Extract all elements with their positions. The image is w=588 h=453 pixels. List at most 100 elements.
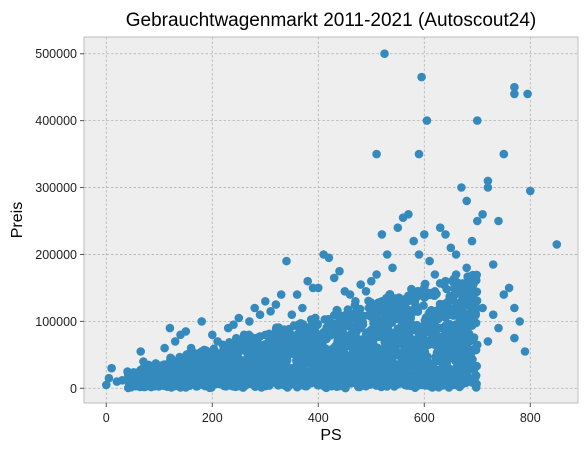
scatter-point xyxy=(451,270,461,279)
scatter-point xyxy=(356,323,366,333)
scatter-point xyxy=(420,361,429,371)
y-axis-label: Preis xyxy=(9,202,26,238)
scatter-point xyxy=(414,330,424,340)
scatter-point xyxy=(458,342,468,351)
scatter-point xyxy=(428,333,438,343)
scatter-point xyxy=(552,240,562,249)
scatter-point xyxy=(283,350,293,360)
scatter-point xyxy=(191,351,201,360)
chart-title: Gebrauchtwagenmarkt 2011-2021 (Autoscout… xyxy=(126,10,537,31)
scatter-point xyxy=(160,343,169,353)
scatter-point xyxy=(445,379,455,389)
grid-lines xyxy=(84,37,578,403)
scatter-point xyxy=(369,362,379,371)
scatter-point xyxy=(409,293,419,303)
scatter-point xyxy=(252,333,262,343)
scatter-point xyxy=(504,283,514,293)
scatter-point xyxy=(348,366,358,375)
scatter-point xyxy=(435,372,445,382)
scatter-point xyxy=(283,383,292,392)
scatter-point xyxy=(399,375,408,384)
scatter-point xyxy=(361,333,371,343)
scatter-point xyxy=(335,317,344,326)
scatter-point xyxy=(326,330,336,340)
scatter-point xyxy=(451,250,461,259)
scatter-point xyxy=(407,284,416,294)
scatter-point xyxy=(275,356,285,366)
scatter-point xyxy=(272,375,282,384)
scatter-point xyxy=(396,323,406,332)
scatter-point xyxy=(271,300,281,309)
scatter-point xyxy=(328,359,337,369)
scatter-point xyxy=(319,357,328,366)
scatter-point xyxy=(354,382,363,392)
scatter-point xyxy=(364,296,373,306)
scatter-point xyxy=(356,280,366,289)
data-points xyxy=(102,49,562,393)
scatter-point xyxy=(414,149,424,159)
scatter-point xyxy=(419,322,429,332)
scatter-point xyxy=(378,346,388,355)
scatter-point xyxy=(488,260,498,269)
scatter-point xyxy=(382,323,392,333)
scatter-point xyxy=(510,89,519,99)
scatter-point xyxy=(272,323,281,333)
scatter-point xyxy=(213,356,222,366)
scatter-point xyxy=(117,376,127,385)
scatter-point xyxy=(425,317,434,326)
scatter-point xyxy=(462,196,472,206)
scatter-point xyxy=(181,327,191,336)
scatter-point xyxy=(473,116,482,125)
scatter-point xyxy=(282,256,291,266)
scatter-point xyxy=(367,276,376,286)
scatter-point xyxy=(467,288,476,298)
scatter-point xyxy=(274,367,283,377)
scatter-point xyxy=(422,116,432,125)
scatter-point xyxy=(420,353,429,363)
scatter-point xyxy=(341,383,350,393)
scatter-point xyxy=(298,303,307,313)
scatter-point xyxy=(234,313,244,323)
scatter-point xyxy=(488,310,498,320)
scatter-point xyxy=(398,360,408,370)
scatter-point xyxy=(448,353,458,363)
scatter-point xyxy=(279,325,289,334)
scatter-point xyxy=(364,311,373,320)
scatter-point xyxy=(332,381,342,390)
scatter-point xyxy=(197,379,206,388)
scatter-point xyxy=(305,322,315,332)
scatter-point xyxy=(303,276,313,286)
scatter-point xyxy=(295,325,305,334)
scatter-point xyxy=(452,361,462,370)
scatter-point xyxy=(409,347,419,356)
scatter-point xyxy=(266,357,275,366)
scatter-point xyxy=(355,358,365,368)
scatter-point xyxy=(287,310,297,320)
scatter-point xyxy=(515,317,524,326)
scatter-point xyxy=(411,373,420,383)
scatter-point xyxy=(337,356,346,365)
scatter-point xyxy=(454,367,464,377)
scatter-point xyxy=(335,266,344,276)
scatter-point xyxy=(430,270,440,279)
scatter-point xyxy=(148,375,157,384)
scatter-point xyxy=(102,380,111,390)
scatter-point xyxy=(250,303,259,313)
scatter-point xyxy=(184,350,194,360)
scatter-point xyxy=(451,343,461,353)
scatter-point xyxy=(420,283,429,293)
scatter-point xyxy=(462,310,471,319)
scatter-point xyxy=(372,350,381,360)
scatter-point xyxy=(420,230,429,239)
scatter-point xyxy=(510,303,519,313)
scatter-point xyxy=(420,376,430,385)
scatter-point xyxy=(370,324,379,334)
scatter-point xyxy=(520,347,530,356)
y-tick-label: 400000 xyxy=(35,114,77,128)
scatter-point xyxy=(363,370,373,380)
scatter-point xyxy=(499,290,509,299)
scatter-point xyxy=(478,303,487,313)
scatter-point xyxy=(441,230,450,239)
scatter-point xyxy=(322,323,332,332)
scatter-point xyxy=(382,250,392,259)
